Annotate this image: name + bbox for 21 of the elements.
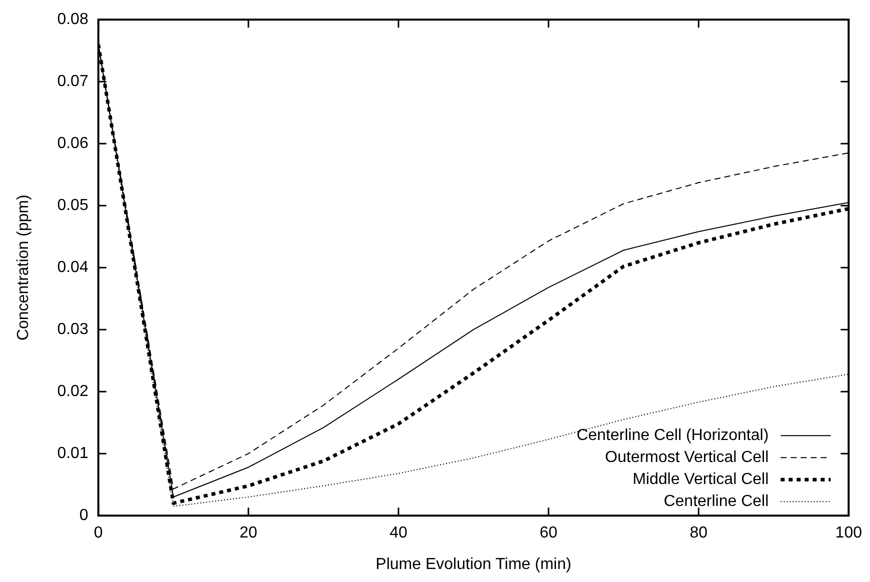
y-tick-label: 0.03 bbox=[57, 321, 88, 338]
y-tick-label: 0.04 bbox=[57, 259, 88, 276]
legend-label: Centerline Cell (Horizontal) bbox=[576, 427, 769, 444]
x-tick-label: 40 bbox=[390, 524, 408, 542]
y-tick-label: 0.01 bbox=[57, 445, 88, 462]
y-tick-label: 0 bbox=[79, 507, 88, 524]
y-tick-label: 0.05 bbox=[57, 197, 88, 214]
x-tick-label: 100 bbox=[835, 524, 862, 542]
y-tick-label: 0.08 bbox=[57, 11, 88, 28]
legend-label: Middle Vertical Cell bbox=[632, 471, 769, 488]
x-tick-label: 0 bbox=[94, 524, 103, 542]
y-axis-title: Concentration (ppm) bbox=[15, 194, 32, 341]
x-tick-label: 80 bbox=[690, 524, 708, 542]
x-axis-title: Plume Evolution Time (min) bbox=[376, 556, 572, 573]
legend-label: Outermost Vertical Cell bbox=[605, 449, 769, 466]
y-tick-label: 0.02 bbox=[57, 383, 88, 400]
y-tick-label: 0.06 bbox=[57, 135, 88, 152]
y-tick-label: 0.07 bbox=[57, 73, 88, 90]
legend-label: Centerline Cell bbox=[664, 493, 769, 510]
x-tick-label: 60 bbox=[540, 524, 558, 542]
x-tick-label: 20 bbox=[240, 524, 258, 542]
